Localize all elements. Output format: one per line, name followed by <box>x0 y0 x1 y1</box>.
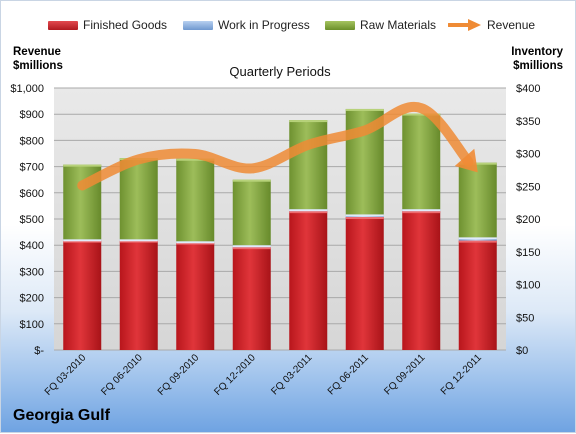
left-tick-label: $1,000 <box>10 83 44 95</box>
bar-top-highlight <box>63 239 101 241</box>
bar-finished-goods <box>233 247 271 350</box>
right-tick-label: $400 <box>516 83 540 95</box>
bar-finished-goods <box>63 241 101 350</box>
bar-top-highlight <box>63 165 101 167</box>
bar-finished-goods <box>459 241 497 350</box>
bar-finished-goods <box>289 211 327 350</box>
left-tick-label: $100 <box>20 319 44 331</box>
right-tick-label: $300 <box>516 149 540 161</box>
bar-raw-materials <box>459 163 497 238</box>
right-tick-label: $0 <box>516 345 528 357</box>
bar-raw-materials <box>289 120 327 209</box>
x-tick-label: FQ 12-2011 <box>439 352 484 397</box>
bar-finished-goods <box>120 241 158 350</box>
bar-top-highlight <box>289 211 327 213</box>
bar-raw-materials <box>233 180 271 246</box>
left-tick-label: $200 <box>20 293 44 305</box>
bar-top-highlight <box>233 180 271 182</box>
right-tick-label: $250 <box>516 181 540 193</box>
x-tick-label: FQ 12-2010 <box>212 352 258 398</box>
bar-top-highlight <box>346 214 384 216</box>
right-tick-label: $350 <box>516 116 540 128</box>
bar-top-highlight <box>176 241 214 243</box>
company-name: Georgia Gulf <box>13 407 110 425</box>
x-tick-label: FQ 06-2011 <box>326 352 371 397</box>
right-tick-label: $150 <box>516 247 540 259</box>
left-tick-label: $300 <box>20 266 44 278</box>
bar-raw-materials <box>402 114 440 210</box>
left-tick-label: $- <box>34 345 44 357</box>
bar-finished-goods <box>176 243 214 350</box>
bar-top-highlight <box>289 120 327 122</box>
left-tick-label: $900 <box>20 109 44 121</box>
x-tick-label: FQ 06-2010 <box>99 352 145 398</box>
bar-top-highlight <box>233 245 271 247</box>
bar-top-highlight <box>459 237 497 239</box>
x-tick-label: FQ 03-2010 <box>43 352 89 398</box>
left-tick-label: $600 <box>20 188 44 200</box>
right-tick-label: $100 <box>516 280 540 292</box>
x-tick-label: FQ 03-2011 <box>269 352 314 397</box>
x-tick-label: FQ 09-2010 <box>156 352 202 398</box>
bar-raw-materials <box>120 158 158 239</box>
right-tick-label: $50 <box>516 312 534 324</box>
left-tick-label: $500 <box>20 214 44 226</box>
bar-raw-materials <box>176 159 214 242</box>
left-tick-label: $700 <box>20 162 44 174</box>
right-tick-label: $200 <box>516 214 540 226</box>
x-tick-label: FQ 09-2011 <box>382 352 427 397</box>
left-tick-label: $800 <box>20 135 44 147</box>
bar-top-highlight <box>346 109 384 111</box>
chart-title: Quarterly Periods <box>229 64 331 79</box>
bar-top-highlight <box>402 209 440 211</box>
bar-finished-goods <box>346 217 384 350</box>
bar-top-highlight <box>233 247 271 249</box>
bar-top-highlight <box>459 241 497 243</box>
bar-top-highlight <box>346 217 384 219</box>
bar-top-highlight <box>120 239 158 241</box>
bar-finished-goods <box>402 211 440 350</box>
bar-top-highlight <box>289 209 327 211</box>
left-tick-label: $400 <box>20 240 44 252</box>
bar-top-highlight <box>402 211 440 213</box>
